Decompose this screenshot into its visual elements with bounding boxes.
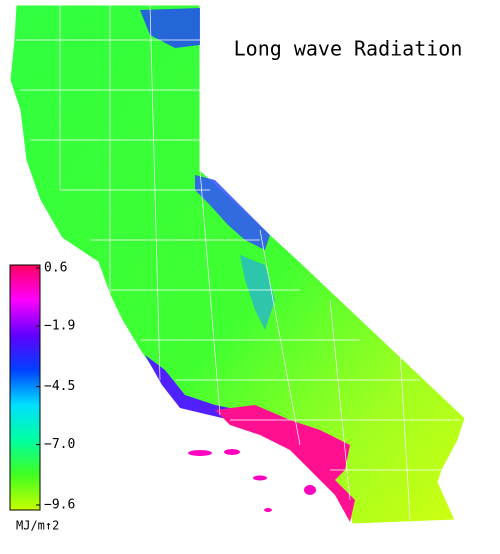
sierra-region <box>195 175 270 250</box>
state-outline <box>9 4 466 525</box>
colorbar <box>9 264 41 511</box>
colorbar-unit: MJ/m↑2 <box>16 519 59 533</box>
coast-band-pink <box>215 405 355 522</box>
colorbar-tick-label: −1.9 <box>44 319 75 334</box>
colorbar-tick-label: −7.0 <box>44 437 75 452</box>
north-region <box>140 8 200 48</box>
islands <box>188 449 316 512</box>
colorbar-tick-label: −4.5 <box>44 379 75 394</box>
map-title: Long wave Radiation <box>234 37 463 61</box>
colorbar-tick-label: −9.6 <box>44 498 75 513</box>
colorbar-tick-label: 0.6 <box>44 261 67 276</box>
county-lines <box>16 4 460 521</box>
sierra-south <box>240 255 275 330</box>
